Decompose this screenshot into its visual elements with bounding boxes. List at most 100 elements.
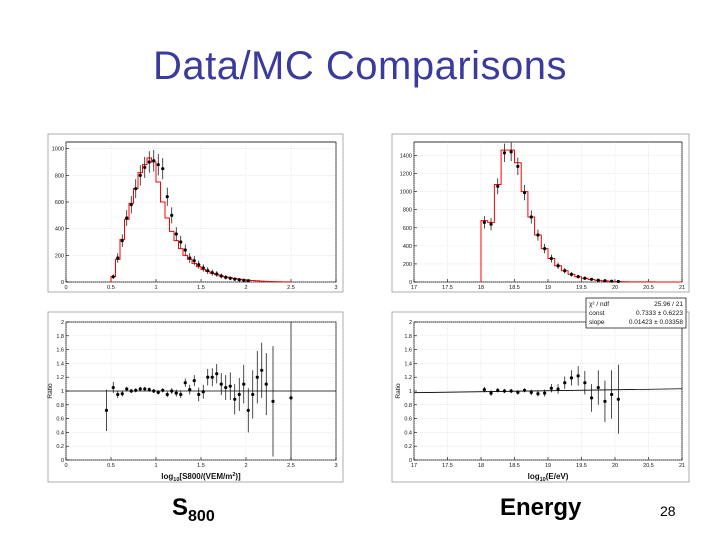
x-tick-label: 17: [411, 285, 417, 291]
data-point: [179, 240, 183, 244]
s800-histogram: 0 0.5 1 1.5 2 2.5 3 0 200 400 600 800 1000: [47, 133, 344, 293]
y-tick-label: 400: [55, 227, 64, 233]
energy-ratio-plot: 17 17.5 18 18.5 19 19.5 20 20.5 2100.20.40.60.81…: [391, 297, 690, 483]
y-tick-label: 600: [55, 200, 64, 206]
x-tick-label: 20: [612, 285, 618, 291]
y-tick-label: 0: [61, 458, 64, 464]
y-tick-label: 0: [409, 458, 412, 464]
y-tick-label: 1.6: [56, 348, 64, 354]
data-point: [549, 256, 553, 261]
ratio-point: [104, 408, 109, 412]
y-tick-label: 1.8: [404, 334, 412, 340]
data-point: [152, 159, 156, 163]
ratio-point: [482, 388, 486, 392]
x-tick-label: 17.5: [442, 463, 453, 469]
ratio-point: [536, 392, 540, 396]
x-tick-label: 19.5: [576, 463, 587, 469]
x-tick-label: 21: [679, 463, 685, 469]
x-tick-label: 3: [334, 285, 337, 291]
x-tick-label: 18.5: [509, 285, 520, 291]
ratio-point: [170, 389, 174, 393]
x-tick-label: 17: [411, 463, 417, 469]
ratio-point: [219, 382, 223, 386]
x-tick-label: 2.5: [287, 285, 295, 291]
x-tick-label: 17.5: [442, 285, 453, 291]
y-tick-label: 2: [61, 320, 64, 326]
ratio-point: [116, 392, 120, 397]
x-tick-label: 18: [478, 285, 484, 291]
data-point: [589, 277, 594, 281]
data-point: [143, 165, 147, 169]
y-tick-label: 400: [403, 244, 412, 250]
ratio-point: [197, 392, 201, 397]
y-tick-label: 1.2: [56, 375, 64, 381]
stats-label: slope: [589, 319, 605, 326]
y-tick-label: 1: [409, 389, 412, 395]
y-tick-label: 1.4: [404, 361, 412, 367]
y-tick-label: 0.6: [56, 417, 64, 423]
stats-value: 25.96 / 21: [654, 301, 683, 308]
ratio-point: [183, 381, 187, 385]
y-tick-label: 0.2: [56, 444, 64, 450]
x-label-superscript: 2: [232, 472, 235, 478]
ratio-point: [616, 397, 620, 401]
ratio-point: [179, 392, 183, 397]
data-point: [228, 276, 232, 280]
data-point: [197, 263, 201, 267]
data-point: [215, 272, 219, 276]
ratio-point: [206, 375, 210, 379]
x-tick-label: 1.5: [197, 463, 205, 469]
x-label-part: [S800/(VEM/m: [179, 472, 232, 481]
x-tick-label: 1.5: [197, 285, 205, 291]
data-point: [502, 151, 507, 155]
data-point: [111, 275, 115, 279]
x-tick-label: 2.5: [287, 463, 295, 469]
ratio-point: [576, 374, 580, 378]
data-point: [165, 195, 169, 199]
x-tick-label: 1: [154, 463, 157, 469]
ratio-point: [201, 390, 205, 394]
y-tick-label: 0: [61, 280, 64, 286]
mc-histogram: [480, 149, 682, 283]
data-point: [170, 213, 174, 217]
y-tick-label: 1200: [400, 172, 412, 178]
x-tick-label: 1: [154, 285, 157, 291]
mc-histogram: [110, 157, 292, 283]
ratio-point: [161, 388, 165, 392]
ratio-point: [237, 392, 241, 397]
data-point: [543, 246, 547, 251]
data-point: [522, 190, 527, 195]
ratio-point: [134, 388, 138, 392]
x-tick-label: 0.5: [107, 285, 115, 291]
ratio-point: [156, 390, 160, 394]
caption-s800-main: S: [172, 494, 189, 521]
x-label-part: log: [161, 472, 173, 481]
ratio-point: [111, 385, 115, 390]
ratio-point: [563, 381, 567, 385]
data-point: [174, 232, 178, 236]
data-point: [489, 222, 493, 226]
data-point: [576, 274, 580, 279]
ratio-point: [138, 387, 142, 391]
ratio-point: [242, 382, 246, 386]
y-tick-label: 200: [55, 253, 64, 259]
y-tick-label: 200: [403, 262, 412, 268]
fit-stats-box: χ² / ndf 25.96 / 21 const 0.7333 ± 0.6223 sl…: [585, 297, 687, 329]
ratio-point: [165, 392, 169, 397]
data-point: [116, 256, 120, 260]
data-point: [237, 278, 241, 282]
y-tick-label: 0.8: [56, 403, 64, 409]
data-point: [156, 163, 160, 167]
ratio-point: [246, 408, 250, 412]
ratio-point: [251, 392, 255, 397]
x-tick-label: 18.5: [509, 463, 520, 469]
y-tick-label: 0.4: [56, 430, 64, 436]
data-point: [219, 274, 223, 278]
y-tick-label: 1.6: [404, 348, 412, 354]
data-point: [482, 220, 486, 224]
data-point: [603, 279, 607, 283]
y-tick-label: 800: [403, 208, 412, 214]
data-point: [134, 187, 138, 191]
ratio-point: [271, 399, 275, 403]
data-point: [147, 160, 151, 164]
